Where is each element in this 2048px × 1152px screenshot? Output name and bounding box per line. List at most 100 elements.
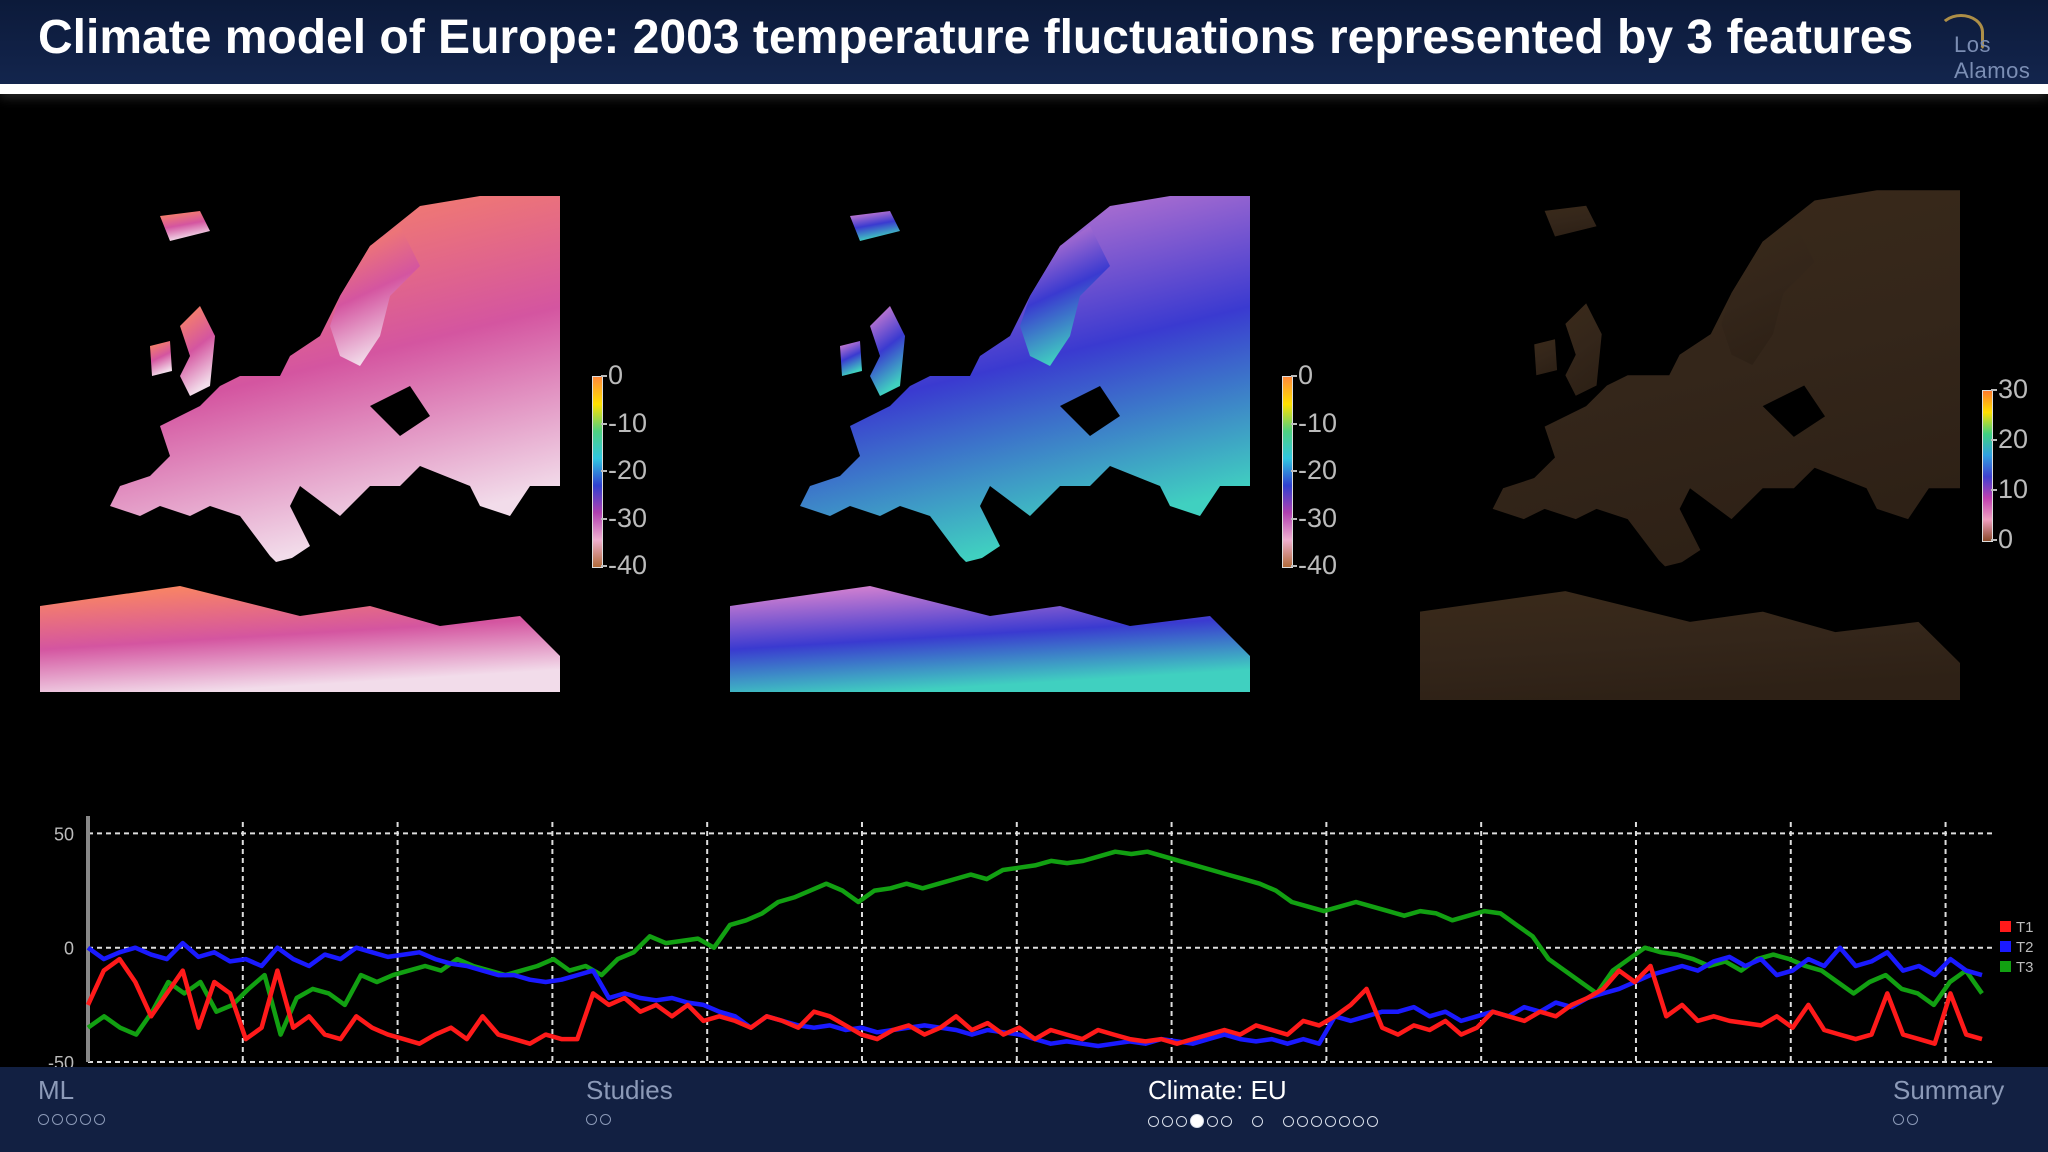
nav-dot[interactable] — [586, 1114, 597, 1125]
feature-2-colorbar: 0 -10 -20 -30 -40 — [1282, 360, 1352, 580]
nav-dot[interactable] — [1176, 1115, 1187, 1127]
map-landmass — [1492, 190, 1960, 571]
institution-logo: Los Alamos — [1910, 14, 2040, 83]
nav-section-ml[interactable]: ML — [38, 1075, 105, 1125]
legend-swatch-t2 — [2000, 941, 2011, 952]
nav-dot[interactable] — [1907, 1114, 1918, 1125]
colorbar-tick-mark — [601, 375, 607, 377]
map-sea — [1090, 506, 1190, 546]
nav-dots[interactable] — [586, 1114, 673, 1125]
colorbar-tick-mark — [601, 422, 607, 425]
nav-dot[interactable] — [600, 1114, 611, 1125]
colorbar-tick-mark — [1991, 489, 1997, 491]
colorbar-tick-mark — [601, 517, 607, 520]
nav-dot[interactable] — [38, 1114, 49, 1125]
colorbar-tick-label: 0 — [1998, 524, 2014, 554]
legend-label: T3 — [2016, 959, 2034, 976]
legend-label: T2 — [2016, 939, 2034, 956]
slide-navigation-bar: ML Studies Climate: EU Summary — [0, 1067, 2048, 1152]
y-tick-label: 50 — [54, 824, 74, 844]
map-landmass — [180, 306, 215, 396]
nav-dot[interactable] — [1207, 1115, 1218, 1127]
nav-dot[interactable] — [80, 1114, 91, 1125]
nav-dot[interactable] — [1148, 1115, 1159, 1127]
nav-dot[interactable] — [1252, 1115, 1263, 1127]
colorbar-tick-mark — [1291, 517, 1297, 520]
slide-title: Climate model of Europe: 2003 temperatur… — [38, 11, 1914, 64]
map-svg — [730, 186, 1250, 692]
colorbar-tick-mark — [601, 470, 607, 472]
map-svg — [40, 186, 560, 692]
colorbar-tick-label: 20 — [1998, 424, 2029, 454]
legend-swatch-t1 — [2000, 921, 2011, 932]
feature-1-map — [40, 186, 560, 692]
colorbar-tick-mark — [1991, 439, 1997, 441]
map-sea — [240, 546, 380, 606]
map-landmass — [1565, 303, 1602, 396]
series-line-t2 — [86, 940, 1983, 1049]
map-landmass — [110, 196, 560, 566]
nav-label: Summary — [1893, 1075, 2005, 1105]
nav-dot[interactable] — [1367, 1115, 1378, 1127]
colorbar-tick-label: 10 — [1998, 474, 2029, 504]
colorbar-tick-mark — [1991, 539, 1997, 541]
nav-dots[interactable] — [1148, 1114, 1378, 1128]
nav-dot[interactable] — [66, 1114, 77, 1125]
nav-dot[interactable] — [1353, 1115, 1364, 1127]
nav-dots[interactable] — [38, 1114, 105, 1125]
map-landmass — [1544, 205, 1597, 237]
map-landmass — [330, 226, 420, 366]
y-tick-label: -50 — [48, 1053, 74, 1067]
colorbar-tick-mark — [1291, 375, 1297, 377]
slide-header: Climate model of Europe: 2003 temperatur… — [0, 0, 2048, 94]
colorbar-tick-label: 0 — [1298, 360, 1314, 390]
nav-label: ML — [38, 1075, 75, 1105]
nav-dot[interactable] — [1162, 1115, 1173, 1127]
series-line-t3 — [86, 849, 1984, 1037]
map-landmass — [1721, 221, 1815, 365]
map-sea — [930, 546, 1070, 606]
nav-section-studies[interactable]: Studies — [586, 1075, 673, 1125]
colorbar-tick-label: -10 — [608, 407, 648, 438]
colorbar-tick-label: -30 — [1298, 502, 1338, 533]
nav-dot[interactable] — [1283, 1115, 1294, 1127]
nav-section-climate-eu[interactable]: Climate: EU — [1148, 1075, 1378, 1128]
nav-dot[interactable] — [1325, 1115, 1336, 1127]
nav-dots[interactable] — [1893, 1114, 2004, 1125]
map-landmass — [730, 586, 1250, 692]
nav-dot[interactable] — [1339, 1115, 1350, 1127]
logo-swirl-icon — [1938, 14, 1984, 50]
colorbar-tick-mark — [1291, 565, 1297, 567]
colorbar-gradient — [592, 376, 603, 568]
nav-dot[interactable] — [94, 1114, 105, 1125]
colorbar-tick-label: -20 — [1298, 455, 1338, 485]
colorbar-tick-mark — [1291, 422, 1297, 425]
colorbar-gradient — [1982, 390, 1993, 542]
map-landmass — [1534, 339, 1558, 376]
nav-label: Climate: EU — [1148, 1075, 1287, 1105]
nav-dot[interactable] — [1893, 1114, 1904, 1125]
legend-swatch-t3 — [2000, 961, 2011, 972]
y-tick-label: 0 — [64, 939, 74, 959]
nav-section-summary[interactable]: Summary — [1893, 1075, 2004, 1125]
feature-1-colorbar: 0 -10 -20 -30 -40 — [592, 360, 662, 580]
nav-dot[interactable] — [1297, 1115, 1308, 1127]
map-landmass — [160, 211, 210, 241]
nav-dot[interactable] — [1311, 1115, 1322, 1127]
feature-timeseries-chart: 50 0 -50 T1 T2 T3 — [48, 816, 2034, 1067]
map-sea — [400, 506, 500, 546]
map-landmass — [840, 341, 862, 376]
map-landmass — [150, 341, 172, 376]
nav-dot-current[interactable] — [1190, 1114, 1204, 1128]
colorbar-tick-mark — [1991, 389, 1997, 391]
feature-2-map — [730, 186, 1250, 692]
nav-dot[interactable] — [1221, 1115, 1232, 1127]
map-sea — [1793, 508, 1898, 550]
colorbar-gradient — [1282, 376, 1293, 568]
colorbar-tick-label: -40 — [1298, 550, 1338, 580]
feature-3-colorbar: 30 20 10 0 — [1982, 374, 2042, 554]
map-sea — [1762, 385, 1825, 437]
legend-label: T1 — [2016, 919, 2034, 936]
colorbar-tick-label: -10 — [1298, 407, 1338, 438]
nav-dot[interactable] — [52, 1114, 63, 1125]
